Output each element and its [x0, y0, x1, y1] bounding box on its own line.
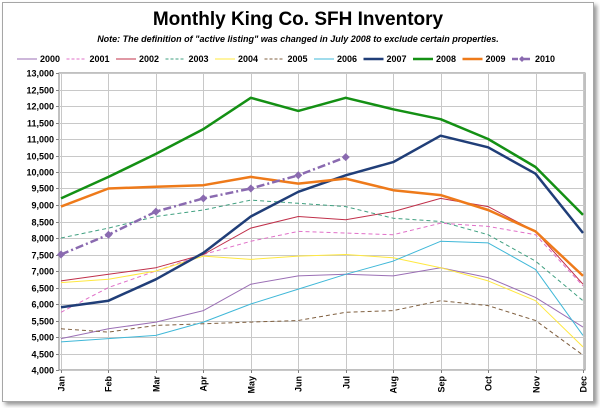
chart-title: Monthly King Co. SFH Inventory	[152, 9, 444, 30]
x-tick-label: Oct	[484, 376, 494, 391]
legend-item-2000: 2000	[17, 54, 60, 64]
x-tick-label: Mar	[152, 376, 162, 393]
x-tick-label: Nov	[532, 376, 542, 393]
y-tick-label: 11,500	[27, 119, 54, 129]
y-tick-label: 7,500	[31, 251, 54, 261]
x-tick-label: Dec	[579, 376, 589, 393]
series-line-2003	[60, 199, 584, 302]
legend-label-2005: 2005	[288, 54, 308, 64]
series-line-2007	[60, 134, 584, 309]
series-2000	[60, 267, 584, 340]
series-line-2004	[60, 254, 584, 348]
line-chart: 4,000 4,500 5,000 5,500 6,000 6,500 7,000 7,500…	[17, 54, 589, 394]
y-tick-label: 7,000	[31, 267, 54, 277]
series-2005	[60, 300, 584, 356]
legend-label-2002: 2002	[139, 54, 159, 64]
legend-item-2005: 2005	[264, 54, 308, 64]
series-2009	[60, 175, 584, 277]
y-tick-label: 4,000	[31, 366, 54, 376]
x-tick-label: May	[247, 376, 257, 394]
legend-item-2009: 2009	[462, 54, 506, 64]
data-point-2010	[246, 184, 255, 193]
y-tick-label: 10,500	[26, 152, 54, 162]
data-point-2010	[341, 153, 350, 162]
legend: 2000 2001 2002 2003 2004 2005 2006 2007 2008 2009…	[17, 54, 555, 64]
plot-background	[58, 72, 586, 371]
y-axis: 4,000 4,500 5,000 5,500 6,000 6,500 7,000 7,500…	[26, 69, 59, 376]
data-point-2010	[294, 171, 303, 180]
series-line-2009	[60, 175, 584, 277]
y-tick-label: 10,000	[26, 168, 54, 178]
x-tick-label: Jan	[57, 376, 67, 392]
chart-subtitle: Note: The definition of "active listing"…	[97, 34, 499, 44]
series-line-2001	[60, 222, 584, 313]
x-axis: Jan Feb Mar Apr May Jun Jul Aug Sep Oct Nov Dec	[57, 370, 589, 394]
y-tick-label: 5,500	[31, 317, 54, 327]
data-point-2010	[104, 230, 113, 239]
series-lines	[57, 96, 584, 356]
series-2001	[60, 222, 584, 313]
legend-item-2010: 2010	[512, 54, 555, 64]
series-line-2000	[60, 267, 584, 340]
legend-item-2007: 2007	[363, 54, 407, 64]
y-tick-label: 6,000	[31, 300, 54, 310]
legend-label-2009: 2009	[486, 54, 506, 64]
series-line-2008	[60, 96, 584, 216]
legend-item-2004: 2004	[215, 54, 258, 64]
series-2008	[60, 96, 584, 216]
y-tick-label: 5,000	[31, 333, 54, 343]
legend-label-2003: 2003	[189, 54, 209, 64]
y-tick-label: 12,500	[26, 86, 54, 96]
plot-area	[58, 72, 586, 371]
legend-label-2000: 2000	[40, 54, 60, 64]
series-2003	[60, 199, 584, 302]
legend-item-2002: 2002	[116, 54, 159, 64]
data-point-2010	[57, 250, 65, 259]
x-tick-label: Jul	[342, 376, 352, 389]
series-2010	[57, 153, 350, 259]
series-2006	[60, 240, 584, 343]
series-2007	[60, 134, 584, 309]
y-tick-label: 12,000	[26, 102, 54, 112]
y-tick-label: 8,500	[31, 218, 54, 228]
x-tick-label: Feb	[104, 376, 114, 393]
y-tick-label: 6,500	[31, 284, 54, 294]
series-line-2002	[60, 197, 584, 285]
series-line-2005	[60, 300, 584, 356]
series-2002	[60, 197, 584, 285]
y-tick-label: 9,000	[31, 201, 54, 211]
data-point-2010	[199, 194, 208, 203]
y-tick-label: 13,000	[26, 69, 54, 79]
legend-item-2001: 2001	[66, 54, 110, 64]
legend-marker-2010	[519, 56, 525, 62]
legend-label-2001: 2001	[90, 54, 110, 64]
x-tick-label: Jun	[294, 376, 304, 392]
y-tick-label: 11,000	[27, 135, 54, 145]
legend-label-2007: 2007	[387, 54, 407, 64]
y-tick-label: 9,500	[31, 184, 54, 194]
legend-item-2008: 2008	[413, 54, 456, 64]
legend-label-2004: 2004	[238, 54, 258, 64]
y-tick-label: 4,500	[31, 350, 54, 360]
legend-item-2003: 2003	[165, 54, 209, 64]
legend-label-2010: 2010	[535, 54, 555, 64]
x-tick-label: Aug	[389, 376, 399, 394]
legend-label-2006: 2006	[337, 54, 357, 64]
series-line-2006	[60, 240, 584, 343]
y-tick-label: 8,000	[31, 234, 54, 244]
series-2004	[60, 254, 584, 348]
chart-frame: Monthly King Co. SFH Inventory Note: The…	[2, 2, 594, 402]
data-point-2010	[151, 207, 160, 216]
legend-item-2006: 2006	[314, 54, 357, 64]
x-tick-label: Apr	[199, 376, 209, 392]
legend-label-2008: 2008	[436, 54, 456, 64]
x-tick-label: Sep	[437, 376, 447, 393]
